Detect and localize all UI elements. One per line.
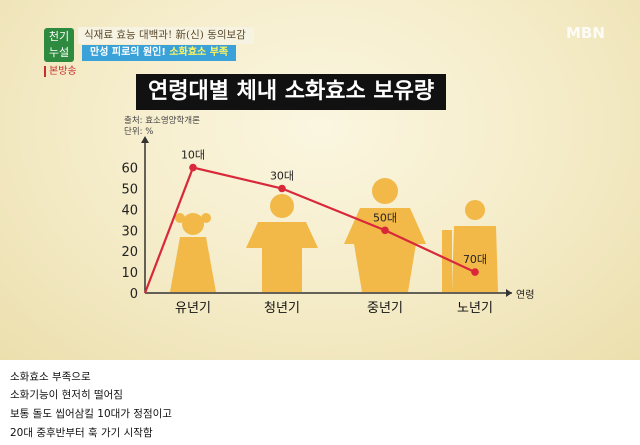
figure-elder-body	[452, 226, 498, 292]
data-point	[278, 184, 286, 193]
topic-banner: 만성 피로의 원인! 소화효소 부족	[82, 45, 237, 61]
y-axis-arrow	[141, 136, 149, 143]
caption-line-4: 20대 중후반부터 훅 가기 시작함	[10, 427, 153, 439]
video-frame: 천기 누설 식재료 효능 대백과! 新(신) 동의보감 만성 피로의 원인! 소…	[0, 0, 640, 360]
series-layer: 10대 30대 50대 70대	[143, 149, 487, 294]
figure-middle-aged-body	[344, 208, 426, 244]
x-tick-label: 유년기	[175, 301, 211, 316]
figure-elder	[442, 200, 498, 292]
rebroadcast-tag: 본방송	[44, 66, 77, 77]
figure-young-adult-body	[246, 222, 318, 248]
topic-banner-prefix: 만성 피로의 원인!	[90, 47, 166, 58]
y-tick-label: 60	[121, 162, 138, 177]
x-tick-label: 노년기	[457, 301, 493, 316]
figure-young-adult-head	[270, 194, 294, 218]
data-label: 70대	[463, 253, 487, 266]
logo-line-2: 누설	[48, 46, 70, 59]
figure-young-adult-legs	[262, 244, 302, 292]
figures-layer	[170, 178, 498, 292]
figure-child	[170, 213, 216, 292]
figure-child-pigtail-right	[201, 213, 211, 223]
x-tick-label: 중년기	[367, 301, 403, 316]
y-tick-label: 0	[130, 287, 138, 302]
logo-line-1: 천기	[48, 30, 70, 43]
program-logo: 천기 누설	[44, 28, 74, 62]
caption-line-3: 보통 돌도 씹어삼킬 10대가 정점이고	[10, 408, 172, 420]
x-axis-arrow	[506, 289, 512, 297]
figure-middle-aged	[344, 178, 426, 292]
chart-source: 출처: 효소영양학개론	[124, 116, 200, 126]
chart-unit: 단위: %	[124, 127, 154, 137]
figure-child-body	[170, 237, 216, 292]
figure-elder-head	[465, 200, 485, 220]
figure-middle-aged-head	[372, 178, 398, 204]
channel-logo: MBN	[566, 24, 605, 42]
figure-middle-aged-skirt	[354, 244, 416, 292]
chart-svg: 0 10 20 30 40 50 60 유년기 청년기 중년기 노년기 연령 10대 30대 50대 70대	[121, 136, 534, 316]
axes-layer: 0 10 20 30 40 50 60 유년기 청년기 중년기 노년기 연령	[121, 136, 534, 316]
y-tick-label: 40	[121, 203, 138, 218]
y-tick-label: 20	[121, 245, 138, 260]
data-point	[471, 268, 479, 276]
data-point	[381, 226, 389, 235]
figure-child-head	[182, 213, 204, 235]
data-label: 30대	[270, 170, 294, 183]
x-axis-label: 연령	[516, 289, 534, 301]
y-tick-label: 50	[121, 183, 138, 198]
topic-banner-highlight: 소화효소 부족	[169, 47, 229, 58]
y-tick-label: 10	[121, 266, 138, 281]
chart-title: 연령대별 체내 소화효소 보유량	[136, 74, 447, 110]
data-label: 50대	[373, 211, 397, 224]
figure-child-pigtail-left	[175, 213, 185, 223]
y-tick-label: 30	[121, 224, 138, 239]
data-point	[189, 163, 197, 172]
figure-elder-cane	[442, 230, 452, 292]
caption-line-2: 소화기능이 현저히 떨어짐	[10, 389, 123, 401]
program-banner: 식재료 효능 대백과! 新(신) 동의보감	[78, 27, 254, 44]
caption-line-1: 소화효소 부족으로	[10, 371, 91, 383]
figure-young-adult	[246, 194, 318, 292]
x-tick-label: 청년기	[264, 301, 300, 316]
data-label: 10대	[181, 149, 205, 162]
